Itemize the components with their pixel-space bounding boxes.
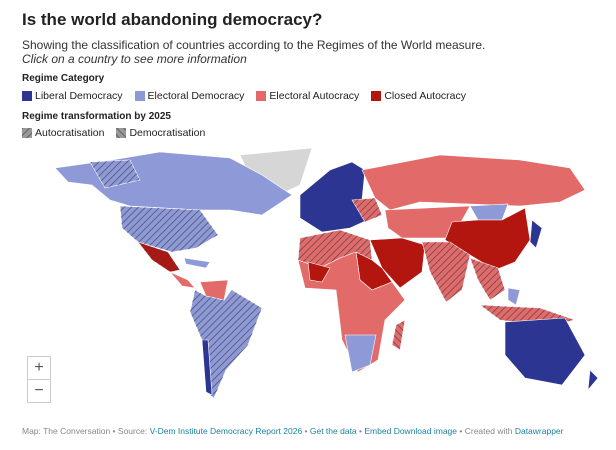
legend-item: Autocratisation [22,127,104,139]
embed-link[interactable]: Embed [364,426,392,436]
title: Is the world abandoning democracy? [22,10,323,29]
country[interactable] [307,261,331,283]
legend-label: Electoral Democracy [147,90,245,102]
country[interactable] [469,203,509,221]
legend-swatch [116,128,127,138]
transformation-legend: Autocratisation Democratisation [22,127,213,139]
created: • Created with [459,426,513,436]
country[interactable] [119,205,219,253]
country[interactable] [201,339,213,396]
category-legend: Liberal Democracy Electoral Democracy Elec… [22,90,474,102]
zoom-in[interactable]: + [27,356,51,380]
country[interactable] [391,319,406,351]
country[interactable] [344,334,377,373]
credit: Map: The Conversation • Source: [22,426,148,436]
country[interactable] [421,241,471,303]
data-link[interactable]: Get the data [309,426,357,436]
legend-title: Regime Category [22,73,105,84]
legend-item: Electoral Autocracy [256,90,359,102]
country[interactable] [299,161,373,233]
zoom-out[interactable]: − [27,379,51,403]
country[interactable] [297,251,406,373]
legend-item: Liberal Democracy [22,90,123,102]
legend-swatch [134,91,145,101]
country[interactable] [361,154,586,211]
legend-swatch [22,128,32,138]
subtitle: Showing the classification of countries … [22,38,486,52]
legend-label: Liberal Democracy [35,90,123,102]
legend-swatch [22,91,32,101]
country[interactable] [504,317,586,386]
source-link[interactable]: V-Dem Institute Democracy Report 2026 [149,426,303,436]
legend-swatch [371,91,382,101]
legend-label: Closed Autocracy [384,90,467,102]
download-link[interactable]: Download image [393,426,458,436]
country[interactable] [587,369,599,391]
country[interactable] [529,219,543,249]
legend-label: Autocratisation [35,127,105,139]
legend-item: Closed Autocracy [371,90,466,102]
instruction: Click on a country to see more informati… [22,52,247,66]
tool-link[interactable]: Datawrapper [514,426,564,436]
country[interactable] [507,287,521,306]
legend-title: Regime transformation by 2025 [22,111,171,122]
legend-label: Democratisation [129,127,206,139]
legend-item: Electoral Democracy [134,90,245,102]
world-map [54,147,599,399]
legend-swatch [256,91,267,101]
legend-label: Electoral Autocracy [269,90,360,102]
country[interactable] [169,271,196,289]
country[interactable] [183,257,211,269]
legend-item: Democratisation [116,127,205,139]
country[interactable] [189,289,263,399]
footer: Map: The Conversation • Source: V-Dem In… [22,426,564,436]
